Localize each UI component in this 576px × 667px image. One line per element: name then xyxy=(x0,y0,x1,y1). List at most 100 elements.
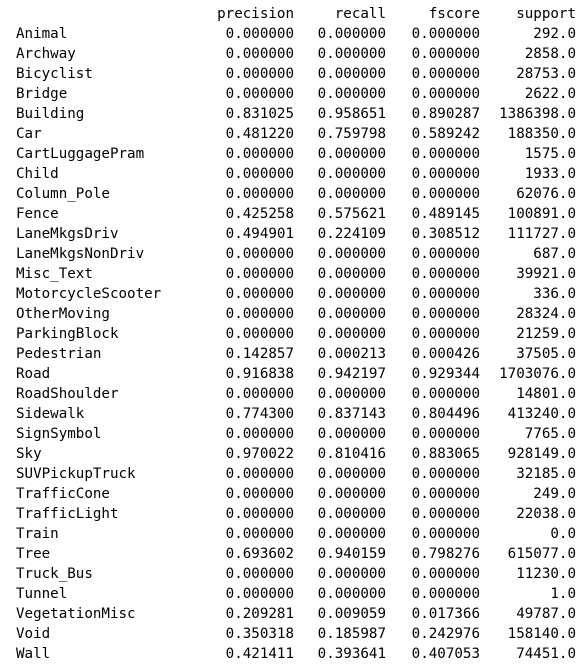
column-header-support: support xyxy=(516,6,576,22)
cell-support: 336.0 xyxy=(533,286,576,302)
cell-precision: 0.000000 xyxy=(225,586,294,602)
cell-support: 49787.0 xyxy=(516,606,576,622)
table-row: Tree 0.693602 0.940159 0.798276 615077.0 xyxy=(16,544,576,564)
cell-recall: 0.810416 xyxy=(317,446,386,462)
cell-fscore: 0.890287 xyxy=(411,106,480,122)
cell-precision: 0.970022 xyxy=(225,446,294,462)
cell-precision: 0.000000 xyxy=(225,526,294,542)
cell-fscore: 0.000000 xyxy=(411,586,480,602)
cell-recall: 0.000000 xyxy=(317,386,386,402)
table-row: LaneMkgsDriv 0.494901 0.224109 0.308512 1117… xyxy=(16,224,576,244)
cell-fscore: 0.929344 xyxy=(411,366,480,382)
table-row: Building 0.831025 0.958651 0.890287 1386398.… xyxy=(16,104,576,124)
cell-precision: 0.000000 xyxy=(225,286,294,302)
cell-support: 2858.0 xyxy=(524,46,576,62)
row-label: Bicyclist xyxy=(16,66,93,82)
row-label: TrafficCone xyxy=(16,486,110,502)
cell-precision: 0.494901 xyxy=(225,226,294,242)
table-row: SignSymbol 0.000000 0.000000 0.000000 7765.0 xyxy=(16,424,576,444)
cell-recall: 0.393641 xyxy=(317,646,386,662)
metrics-table: precision recall fscore support Animal 0.… xyxy=(16,4,576,664)
cell-recall: 0.000000 xyxy=(317,586,386,602)
table-row: Tunnel 0.000000 0.000000 0.000000 1.0 xyxy=(16,584,576,604)
cell-support: 1575.0 xyxy=(524,146,576,162)
cell-recall: 0.000000 xyxy=(317,266,386,282)
cell-fscore: 0.000000 xyxy=(411,286,480,302)
cell-recall: 0.000000 xyxy=(317,466,386,482)
cell-fscore: 0.000000 xyxy=(411,246,480,262)
cell-support: 62076.0 xyxy=(516,186,576,202)
cell-fscore: 0.000000 xyxy=(411,306,480,322)
table-row: Wall 0.421411 0.393641 0.407053 74451.0 xyxy=(16,644,576,664)
row-label: Animal xyxy=(16,26,68,42)
cell-fscore: 0.000000 xyxy=(411,466,480,482)
cell-recall: 0.224109 xyxy=(317,226,386,242)
row-label: Archway xyxy=(16,46,76,62)
table-row: LaneMkgsNonDriv 0.000000 0.000000 0.000000 6… xyxy=(16,244,576,264)
cell-support: 14801.0 xyxy=(516,386,576,402)
cell-support: 1933.0 xyxy=(524,166,576,182)
row-label: Child xyxy=(16,166,59,182)
cell-precision: 0.000000 xyxy=(225,306,294,322)
cell-support: 100891.0 xyxy=(507,206,576,222)
cell-support: 928149.0 xyxy=(507,446,576,462)
cell-support: 111727.0 xyxy=(507,226,576,242)
row-label: Building xyxy=(16,106,85,122)
table-row: TrafficCone 0.000000 0.000000 0.000000 249.0 xyxy=(16,484,576,504)
cell-recall: 0.000000 xyxy=(317,566,386,582)
cell-precision: 0.142857 xyxy=(225,346,294,362)
cell-precision: 0.774300 xyxy=(225,406,294,422)
row-label: CartLuggagePram xyxy=(16,146,145,162)
cell-support: 687.0 xyxy=(533,246,576,262)
cell-support: 74451.0 xyxy=(516,646,576,662)
cell-fscore: 0.242976 xyxy=(411,626,480,642)
cell-fscore: 0.000000 xyxy=(411,26,480,42)
row-label: Fence xyxy=(16,206,59,222)
cell-precision: 0.421411 xyxy=(225,646,294,662)
table-row: Fence 0.425258 0.575621 0.489145 100891.0 xyxy=(16,204,576,224)
table-row: Archway 0.000000 0.000000 0.000000 2858.0 xyxy=(16,44,576,64)
table-row: Road 0.916838 0.942197 0.929344 1703076.0 xyxy=(16,364,576,384)
cell-fscore: 0.883065 xyxy=(411,446,480,462)
cell-support: 1703076.0 xyxy=(499,366,576,382)
cell-precision: 0.000000 xyxy=(225,86,294,102)
cell-fscore: 0.798276 xyxy=(411,546,480,562)
row-label: Void xyxy=(16,626,51,642)
table-body: Animal 0.000000 0.000000 0.000000 292.0 Archw… xyxy=(16,24,576,664)
cell-precision: 0.350318 xyxy=(225,626,294,642)
cell-support: 11230.0 xyxy=(516,566,576,582)
cell-support: 615077.0 xyxy=(507,546,576,562)
table-row: Animal 0.000000 0.000000 0.000000 292.0 xyxy=(16,24,576,44)
cell-fscore: 0.000000 xyxy=(411,86,480,102)
row-label: Tunnel xyxy=(16,586,68,602)
table-row: Child 0.000000 0.000000 0.000000 1933.0 xyxy=(16,164,576,184)
table-row: TrafficLight 0.000000 0.000000 0.000000 2203… xyxy=(16,504,576,524)
cell-fscore: 0.000000 xyxy=(411,66,480,82)
row-label: Wall xyxy=(16,646,51,662)
table-row: Car 0.481220 0.759798 0.589242 188350.0 xyxy=(16,124,576,144)
table-row: CartLuggagePram 0.000000 0.000000 0.000000 1… xyxy=(16,144,576,164)
cell-precision: 0.000000 xyxy=(225,466,294,482)
cell-recall: 0.185987 xyxy=(317,626,386,642)
column-header-precision: precision xyxy=(217,6,294,22)
cell-precision: 0.000000 xyxy=(225,46,294,62)
cell-precision: 0.831025 xyxy=(225,106,294,122)
row-label: ParkingBlock xyxy=(16,326,119,342)
cell-support: 32185.0 xyxy=(516,466,576,482)
row-label: Pedestrian xyxy=(16,346,102,362)
row-label: SUVPickupTruck xyxy=(16,466,136,482)
cell-support: 0.0 xyxy=(550,526,576,542)
cell-precision: 0.000000 xyxy=(225,426,294,442)
cell-recall: 0.000000 xyxy=(317,166,386,182)
row-label: SignSymbol xyxy=(16,426,102,442)
cell-fscore: 0.000000 xyxy=(411,486,480,502)
cell-fscore: 0.308512 xyxy=(411,226,480,242)
cell-recall: 0.009059 xyxy=(317,606,386,622)
cell-fscore: 0.000000 xyxy=(411,326,480,342)
column-header-recall: recall xyxy=(334,6,386,22)
table-row: RoadShoulder 0.000000 0.000000 0.000000 1480… xyxy=(16,384,576,404)
cell-fscore: 0.000000 xyxy=(411,46,480,62)
table-row: Misc_Text 0.000000 0.000000 0.000000 39921.0 xyxy=(16,264,576,284)
cell-recall: 0.000000 xyxy=(317,326,386,342)
cell-fscore: 0.000000 xyxy=(411,566,480,582)
